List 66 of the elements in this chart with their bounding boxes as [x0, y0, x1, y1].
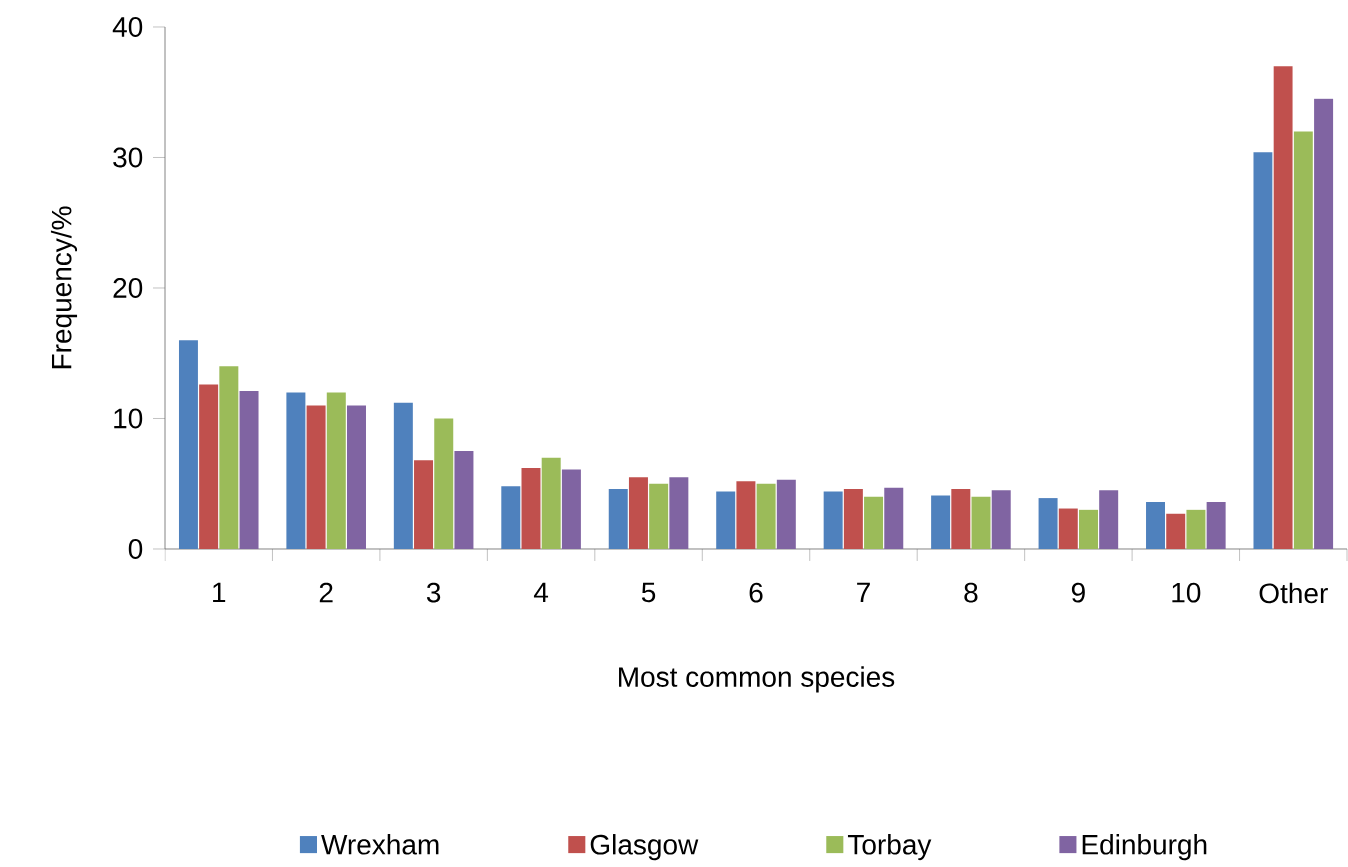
bar [454, 451, 474, 550]
x-tick-label: 1 [213, 582, 226, 603]
x-tick-label: 6 [749, 582, 763, 603]
bar [628, 477, 648, 550]
legend-label: Glasgow [590, 834, 699, 861]
x-tick-label: 4 [533, 582, 549, 603]
bar [521, 468, 541, 550]
x-tick-label: 7 [857, 582, 870, 603]
bar [434, 418, 454, 550]
bar [219, 366, 239, 550]
bar [346, 405, 366, 550]
y-tick-label: 40 [112, 17, 143, 38]
y-tick-label: 10 [114, 408, 143, 429]
bar [669, 477, 689, 550]
bar [864, 497, 884, 550]
x-tick-label: 10 [1172, 582, 1201, 603]
bar [561, 469, 581, 550]
legend-label: Torbay [847, 834, 932, 861]
bar [1206, 502, 1226, 550]
bar [1186, 510, 1206, 550]
bar [951, 489, 971, 550]
bar [991, 490, 1011, 550]
bar [608, 489, 628, 550]
x-axis-title: Most common species [619, 666, 895, 693]
bar [1273, 66, 1293, 550]
bar [1146, 502, 1166, 550]
bar [716, 491, 736, 550]
bar [736, 481, 756, 550]
bar [1038, 498, 1058, 550]
bar [1078, 510, 1098, 550]
x-tick-label: 5 [641, 582, 656, 603]
bar [1314, 98, 1334, 550]
bar [541, 457, 561, 550]
bar [1166, 513, 1186, 550]
bar [178, 340, 198, 550]
bar [393, 403, 413, 550]
y-axis-title: Frequency/% [50, 206, 78, 369]
bar [501, 486, 521, 550]
y-tick-label: 30 [113, 147, 143, 168]
bar [1099, 490, 1119, 550]
bar [776, 480, 796, 550]
legend-label: Wrexham [321, 834, 439, 855]
bar [649, 483, 669, 550]
bar [1253, 152, 1273, 550]
bar [931, 495, 951, 550]
bar [884, 487, 904, 550]
y-tick-label: 0 [128, 539, 143, 560]
y-tick-label: 20 [113, 278, 143, 299]
legend-label: Edinburgh [1082, 834, 1207, 861]
bar [971, 497, 991, 550]
x-tick-label: 8 [964, 582, 978, 603]
bar [414, 460, 434, 550]
bar [326, 392, 346, 550]
bar [843, 489, 863, 550]
x-tick-label: Other [1259, 582, 1328, 604]
bar [1058, 508, 1078, 550]
x-tick-label: 3 [426, 582, 441, 603]
bar [306, 405, 326, 550]
bar [1293, 131, 1313, 550]
bar [756, 483, 776, 550]
bar [239, 391, 259, 550]
bar [823, 491, 843, 550]
bar [199, 384, 219, 550]
x-tick-label: 9 [1071, 582, 1085, 603]
bar [286, 392, 306, 550]
x-tick-label: 2 [319, 582, 333, 603]
